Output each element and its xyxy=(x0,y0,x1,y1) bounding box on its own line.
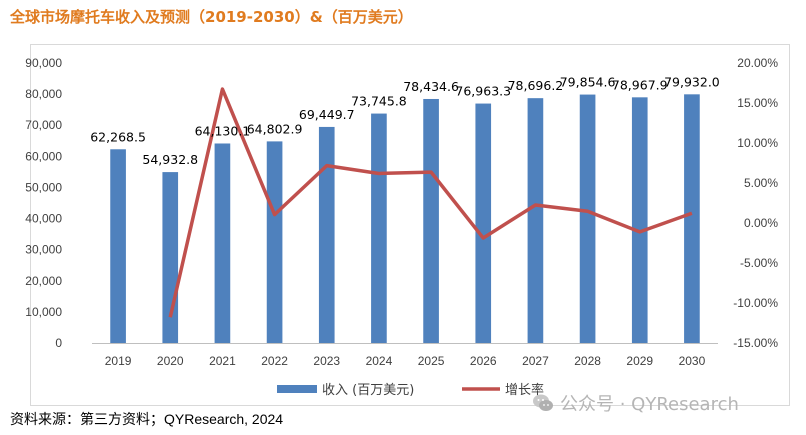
bar xyxy=(318,126,335,343)
bar xyxy=(475,103,492,343)
x-tick-label: 2023 xyxy=(313,354,340,368)
y-right-tick-label: -10.00% xyxy=(733,296,778,310)
bar xyxy=(579,94,596,343)
x-tick-label: 2026 xyxy=(470,354,497,368)
data-label: 79,854.6 xyxy=(560,75,616,90)
chart-title: 全球市场摩托车收入及预测（2019-2030）&（百万美元） xyxy=(10,8,413,26)
bar xyxy=(266,141,283,343)
bar xyxy=(423,98,439,343)
data-label: 73,745.8 xyxy=(351,94,407,109)
x-tick-label: 2028 xyxy=(574,354,601,368)
y-right-tick-label: 20.00% xyxy=(737,56,778,70)
y-left-tick-label: 80,000 xyxy=(25,87,62,101)
x-tick-label: 2021 xyxy=(209,354,236,368)
bar xyxy=(527,98,544,343)
y-left-tick-label: 40,000 xyxy=(25,212,62,226)
source-note: 资料来源：第三方资料；QYResearch, 2024 xyxy=(10,411,284,427)
bar xyxy=(162,172,179,343)
y-left-tick-label: 10,000 xyxy=(25,305,62,319)
y-left-tick-label: 90,000 xyxy=(25,56,62,70)
y-right-tick-label: 0.00% xyxy=(744,216,778,230)
bar xyxy=(371,113,387,343)
x-tick-label: 2029 xyxy=(626,354,653,368)
y-right-tick-label: -15.00% xyxy=(733,336,778,350)
y-right-tick-label: -5.00% xyxy=(740,256,778,270)
watermark-text: 公众号 · QYResearch xyxy=(560,394,739,415)
y-left-tick-label: 0 xyxy=(55,336,62,350)
x-tick-label: 2027 xyxy=(522,354,549,368)
data-label: 76,963.3 xyxy=(455,84,511,99)
data-label: 54,932.8 xyxy=(142,152,198,167)
wechat-icon xyxy=(533,394,553,411)
x-tick-label: 2025 xyxy=(418,354,445,368)
y-left-tick-label: 30,000 xyxy=(25,243,62,257)
x-tick-label: 2019 xyxy=(105,354,132,368)
data-label: 64,802.9 xyxy=(247,121,303,136)
y-left-tick-label: 20,000 xyxy=(25,274,62,288)
bar xyxy=(684,94,700,344)
data-label: 64,130.1 xyxy=(195,123,251,138)
legend-swatch-bar xyxy=(277,385,317,393)
x-tick-label: 2030 xyxy=(679,354,706,368)
data-label: 62,268.5 xyxy=(90,129,146,144)
y-right-tick-label: 10.00% xyxy=(737,136,778,150)
chart-area xyxy=(30,44,790,406)
data-label: 78,696.2 xyxy=(508,78,564,93)
x-tick-label: 2024 xyxy=(366,354,393,368)
y-right-tick-label: 5.00% xyxy=(744,176,778,190)
x-tick-label: 2020 xyxy=(157,354,184,368)
y-left-tick-label: 70,000 xyxy=(25,118,62,132)
bar xyxy=(110,149,126,343)
data-label: 79,932.0 xyxy=(664,74,720,89)
legend-label-revenue: 收入 (百万美元) xyxy=(322,383,414,398)
y-left-tick-label: 50,000 xyxy=(25,180,62,194)
x-tick-label: 2022 xyxy=(261,354,288,368)
legend-label-growth: 增长率 xyxy=(505,382,544,398)
bar xyxy=(631,97,648,344)
data-label: 69,449.7 xyxy=(299,107,355,122)
data-label: 78,967.9 xyxy=(612,77,668,92)
y-left-tick-label: 60,000 xyxy=(25,149,62,163)
watermark: 公众号 · QYResearch xyxy=(532,390,739,416)
bar xyxy=(214,143,231,343)
series-line-growth-rate xyxy=(168,87,693,318)
data-label: 78,434.6 xyxy=(403,79,459,94)
y-right-tick-label: 15.00% xyxy=(737,96,778,110)
